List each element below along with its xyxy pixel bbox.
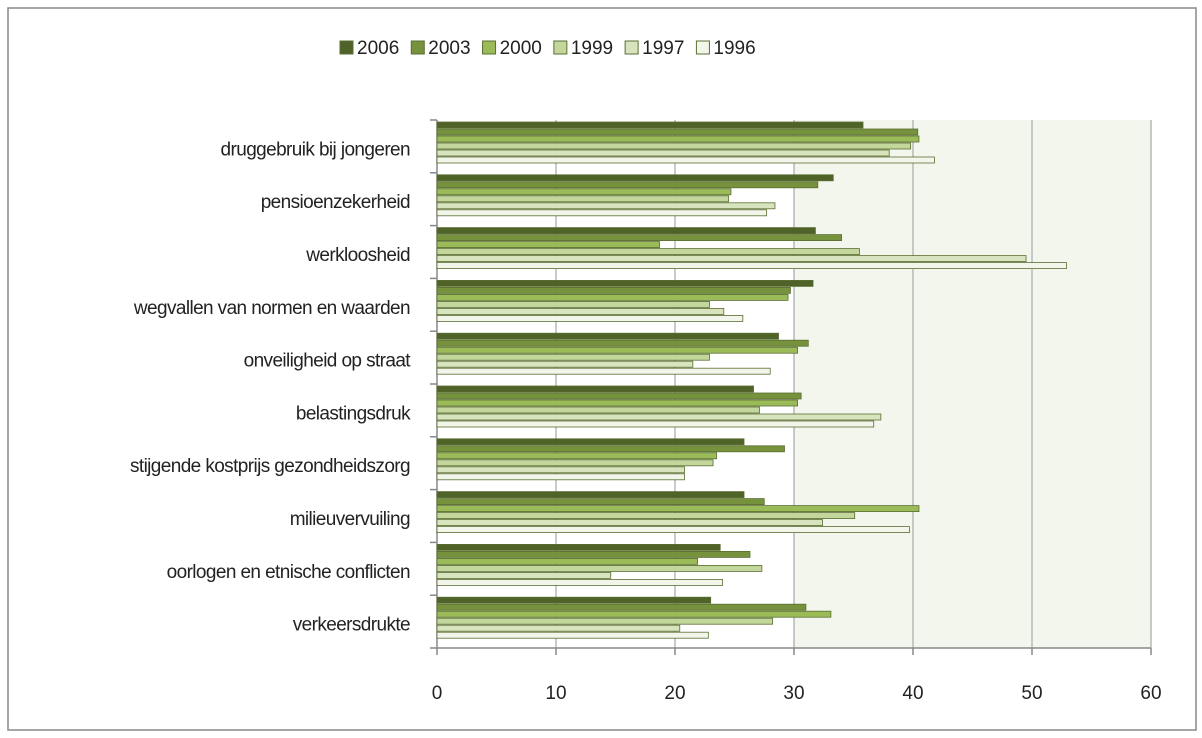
bar <box>436 121 864 129</box>
bar <box>436 413 882 421</box>
bar <box>436 262 1067 270</box>
bar <box>436 360 694 368</box>
legend-swatch <box>339 40 354 55</box>
x-tick-label: 30 <box>783 683 804 704</box>
bar <box>436 406 760 414</box>
bar <box>436 551 751 558</box>
legend-swatch <box>410 40 425 55</box>
bar <box>436 156 935 164</box>
bar <box>436 624 681 632</box>
bar <box>436 332 779 340</box>
bar <box>436 248 860 256</box>
x-tick-label: 20 <box>664 683 685 704</box>
legend-swatch <box>695 40 710 55</box>
bar <box>436 452 718 460</box>
legend-swatch <box>553 40 568 55</box>
bar <box>436 293 789 301</box>
y-tick-label: stijgende kostprijs gezondheidszorg <box>130 456 410 477</box>
bar <box>436 339 809 347</box>
bar <box>436 445 785 453</box>
legend-label: 1999 <box>571 38 613 59</box>
legend-swatch <box>482 40 497 55</box>
bar <box>436 279 814 287</box>
y-tick-label: belastingsdruk <box>296 403 411 424</box>
bar <box>436 300 710 308</box>
bar <box>436 512 856 519</box>
bar <box>436 565 763 572</box>
bar <box>436 473 685 481</box>
bar <box>436 459 714 467</box>
bar <box>436 227 816 235</box>
legend-label: 2000 <box>500 38 542 59</box>
y-tick-label: oorlogen en etnische conflicten <box>167 562 410 583</box>
bar <box>436 420 875 428</box>
bar <box>436 234 843 242</box>
legend-label: 1996 <box>713 38 755 59</box>
legend-swatch <box>624 40 639 55</box>
bar <box>436 498 765 506</box>
bar <box>436 174 834 182</box>
bar <box>436 617 773 625</box>
x-tick-label: 40 <box>902 683 923 704</box>
bar <box>436 579 724 586</box>
legend-label: 2006 <box>357 38 399 59</box>
bar <box>436 128 919 136</box>
y-tick-label: druggebruik bij jongeren <box>221 139 410 160</box>
bar <box>436 181 819 189</box>
bar <box>436 202 776 210</box>
bar <box>436 572 612 579</box>
bar <box>436 241 660 249</box>
bar <box>436 491 745 499</box>
x-tick-label: 50 <box>1021 683 1042 704</box>
bar <box>436 558 699 565</box>
plot-shading <box>794 120 1151 648</box>
legend-label: 2003 <box>428 38 470 59</box>
y-tick-label: wegvallen van normen en waarden <box>133 298 410 319</box>
bar <box>436 631 709 639</box>
bar <box>436 505 920 513</box>
bar <box>436 142 912 150</box>
legend-label: 1997 <box>642 38 684 59</box>
bar <box>436 135 920 143</box>
bar <box>436 367 771 375</box>
bar <box>436 188 732 196</box>
x-tick-label: 0 <box>432 683 443 704</box>
bar <box>436 346 798 354</box>
bar <box>436 353 710 361</box>
bar <box>436 603 807 611</box>
x-tick-label: 10 <box>545 683 566 704</box>
bar <box>436 255 1027 263</box>
bar <box>436 438 745 446</box>
bar <box>436 596 712 604</box>
bar <box>436 209 768 217</box>
bar <box>436 544 721 551</box>
bar <box>436 399 798 407</box>
y-tick-label: verkeersdrukte <box>293 615 410 636</box>
bar <box>436 610 832 618</box>
bar <box>436 526 910 533</box>
bar <box>436 307 725 315</box>
y-tick-label: milieuvervuiling <box>290 509 410 530</box>
x-tick-label: 60 <box>1140 683 1161 704</box>
bar <box>436 392 802 400</box>
bar <box>436 314 744 322</box>
bar <box>436 195 729 203</box>
bar <box>436 519 823 526</box>
bar <box>436 286 791 294</box>
bar <box>436 466 685 474</box>
y-tick-label: pensioenzekerheid <box>261 192 410 213</box>
y-tick-label: werkloosheid <box>305 245 410 266</box>
y-tick-label: onveiligheid op straat <box>244 351 412 372</box>
bar <box>436 149 890 157</box>
bar <box>436 385 754 393</box>
